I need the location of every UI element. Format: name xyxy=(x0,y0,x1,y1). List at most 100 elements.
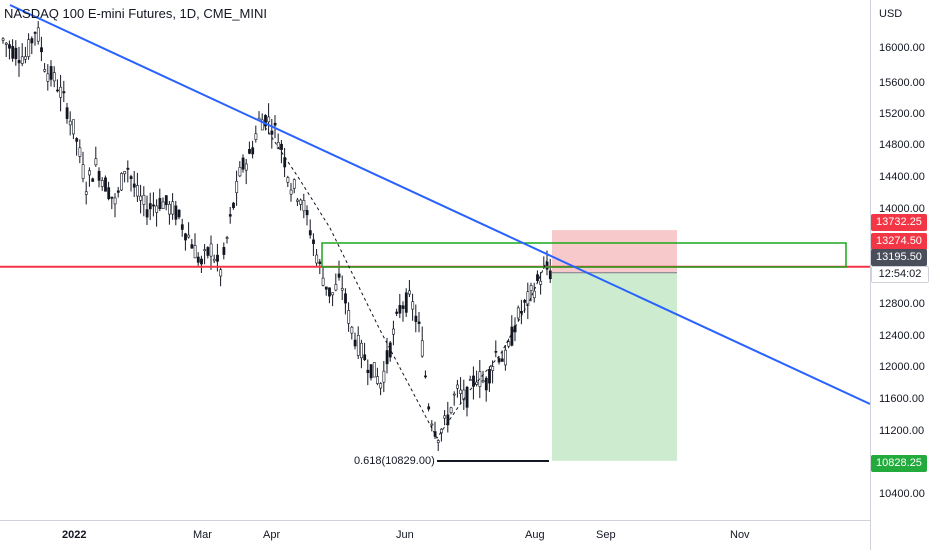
symbol-title[interactable]: NASDAQ 100 E-mini Futures, 1D, CME_MINI xyxy=(4,6,267,21)
candle-body xyxy=(161,201,165,209)
candle-body xyxy=(350,326,354,334)
candle-body xyxy=(235,181,239,193)
candle-body xyxy=(436,440,440,443)
candle-body xyxy=(372,362,376,378)
candle-body xyxy=(72,119,75,135)
candle-body xyxy=(494,351,498,353)
candle-body xyxy=(532,290,536,299)
candle-body xyxy=(126,167,130,170)
candle-body xyxy=(40,47,43,53)
candle-body xyxy=(254,133,258,140)
candle-body xyxy=(472,375,475,387)
candle-body xyxy=(8,44,11,49)
candle-body xyxy=(427,406,431,410)
candle-body xyxy=(516,307,520,319)
time-axis[interactable]: 2022 Mar Apr Jun Aug Sep Nov xyxy=(0,520,870,551)
candle-body xyxy=(267,116,271,123)
candle-body xyxy=(184,233,187,241)
candle-body xyxy=(203,249,207,252)
candle-body xyxy=(443,415,447,419)
candle-body xyxy=(219,269,223,277)
candle-body xyxy=(363,354,367,360)
candle-body xyxy=(49,66,53,80)
candle-body xyxy=(344,293,347,304)
candle-body xyxy=(510,326,514,346)
candle-body xyxy=(212,258,216,262)
price-axis-label: 12400.00 xyxy=(879,330,925,342)
candle-body xyxy=(395,311,399,314)
candle-body xyxy=(440,428,443,434)
candle-body xyxy=(33,32,37,34)
stop-loss-price-tag: 13732.25 xyxy=(871,214,927,231)
candle-body xyxy=(520,310,523,314)
candle-body xyxy=(107,187,111,200)
price-axis-label: 14000.00 xyxy=(879,203,925,215)
candle-body xyxy=(142,194,146,205)
candle-body xyxy=(337,273,341,278)
chart-area[interactable]: NASDAQ 100 E-mini Futures, 1D, CME_MINI … xyxy=(0,0,870,520)
candle-body xyxy=(504,349,507,366)
candle-body xyxy=(97,170,101,181)
candle-body xyxy=(46,73,50,82)
candle-body xyxy=(296,199,299,202)
candle-body xyxy=(78,147,82,157)
candle-body xyxy=(241,157,245,170)
candle-body xyxy=(164,195,168,206)
candle-body xyxy=(401,305,405,309)
price-axis-label: 16000.00 xyxy=(879,42,925,54)
candle-body xyxy=(104,177,107,192)
candle-body xyxy=(500,358,504,362)
price-axis-label: 12000.00 xyxy=(879,361,925,373)
candle-body xyxy=(251,147,255,155)
currency-label: USD xyxy=(879,8,903,20)
candle-body xyxy=(113,197,117,205)
candle-body xyxy=(171,201,175,215)
candle-body xyxy=(52,72,56,82)
price-axis-label: 12800.00 xyxy=(879,298,925,310)
candle-body xyxy=(276,141,280,149)
candle-body xyxy=(248,149,251,154)
candle-body xyxy=(321,277,325,286)
candle-body xyxy=(222,247,226,255)
price-axis-label: 11600.00 xyxy=(879,393,925,405)
candle-body xyxy=(174,205,178,220)
candle-body xyxy=(331,292,335,296)
candle-body xyxy=(382,370,386,383)
candle-body xyxy=(388,342,392,358)
candle-body xyxy=(129,176,133,180)
candle-body xyxy=(91,178,95,182)
candle-body xyxy=(430,423,434,426)
trend-line xyxy=(9,4,870,405)
fib-level-label: 0.618(10829.00) xyxy=(354,455,435,467)
candle-body xyxy=(62,91,66,94)
candle-body xyxy=(286,177,290,183)
candle-body xyxy=(433,431,437,437)
candle-body xyxy=(232,202,235,209)
price-axis-label: 14400.00 xyxy=(879,171,925,183)
candle-body xyxy=(30,38,34,44)
candle-body xyxy=(491,366,495,371)
candle-body xyxy=(539,280,543,285)
candle-body xyxy=(65,107,69,119)
candle-body xyxy=(302,200,306,212)
price-axis-label: 15200.00 xyxy=(879,108,925,120)
candle-body xyxy=(1,38,5,41)
candlestick-chart[interactable] xyxy=(0,0,870,520)
candle-body xyxy=(139,195,143,201)
candle-body xyxy=(513,325,517,333)
candle-body xyxy=(523,299,527,303)
candle-body xyxy=(456,384,459,389)
candle-body xyxy=(209,243,213,257)
resistance-zone xyxy=(321,242,847,268)
candle-body xyxy=(110,196,114,199)
candle-body xyxy=(168,204,171,215)
candle-body xyxy=(299,199,303,205)
candle-body xyxy=(497,358,501,363)
candle-body xyxy=(526,291,530,306)
candle-body xyxy=(465,386,469,408)
candle-body xyxy=(484,377,488,391)
candle-body xyxy=(68,120,72,126)
candle-body xyxy=(449,407,453,413)
candle-body xyxy=(94,158,98,166)
candle-body xyxy=(548,270,552,280)
